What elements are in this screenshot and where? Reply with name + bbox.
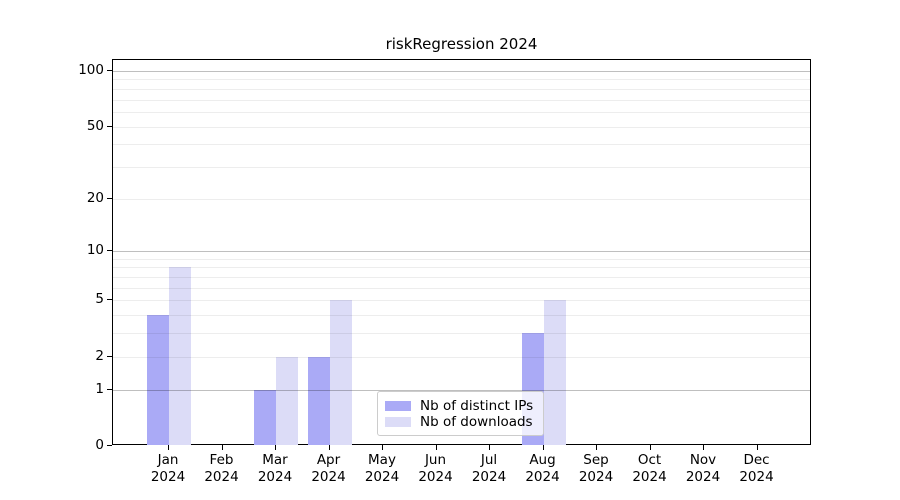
minor-gridline [113, 198, 810, 200]
plot-area [112, 59, 811, 445]
x-tick-mark [542, 445, 544, 450]
x-tick-label: Feb 2024 [204, 452, 239, 485]
x-tick-mark [275, 445, 276, 450]
y-tick-mark [107, 299, 112, 301]
x-tick-label: Dec 2024 [739, 452, 774, 485]
bar-downloads [329, 300, 352, 445]
minor-gridline [113, 126, 810, 128]
x-tick-label: Mar 2024 [257, 452, 293, 485]
y-tick-mark [107, 197, 112, 199]
y-tick-label: 0 [95, 437, 104, 453]
y-tick-mark [107, 388, 112, 390]
legend-label: Nb of distinct IPs [420, 398, 534, 414]
legend-entry-downloads: Nb of downloads [385, 414, 533, 430]
y-tick-label: 2 [95, 347, 104, 364]
minor-gridline [113, 300, 810, 302]
minor-gridline [113, 111, 810, 113]
major-gridline [113, 251, 810, 253]
x-tick-label: Aug 2024 [525, 452, 560, 485]
bar-downloads [169, 267, 191, 445]
minor-gridline [113, 267, 810, 269]
minor-gridline [113, 144, 810, 146]
legend: Nb of distinct IPs Nb of downloads [377, 391, 544, 436]
y-tick-mark [107, 125, 112, 127]
x-tick-label: Jun 2024 [418, 452, 453, 485]
minor-gridline [113, 88, 810, 90]
y-tick-label: 50 [86, 117, 104, 134]
x-tick-label: Sep 2024 [578, 452, 614, 485]
x-tick-label: May 2024 [364, 452, 400, 485]
x-tick-label: Oct 2024 [632, 452, 667, 485]
bar-distinct-ips [254, 389, 276, 445]
x-tick-mark [596, 445, 597, 450]
legend-swatch-downloads [385, 417, 411, 427]
chart-title: riskRegression 2024 [385, 35, 538, 53]
legend-entry-distinct-ips: Nb of distinct IPs [385, 398, 533, 414]
major-gridline [113, 389, 810, 391]
bar-downloads [276, 356, 298, 445]
x-tick-mark [703, 445, 704, 450]
x-tick-mark [649, 445, 651, 450]
bar-downloads [543, 300, 566, 445]
y-tick-mark [107, 70, 112, 71]
y-tick-label: 1 [95, 380, 104, 397]
minor-gridline [113, 277, 810, 279]
legend-swatch-distinct-ips [385, 401, 411, 411]
bar-distinct-ips [307, 356, 330, 445]
x-tick-mark [168, 445, 169, 450]
y-tick-label: 20 [86, 189, 104, 206]
minor-gridline [113, 258, 810, 260]
x-tick-label: Nov 2024 [685, 452, 721, 485]
x-tick-mark [756, 445, 758, 450]
y-tick-mark [107, 355, 112, 357]
x-tick-label: Jul 2024 [471, 452, 507, 485]
minor-gridline [113, 287, 810, 289]
legend-label: Nb of downloads [420, 414, 533, 430]
y-tick-mark [107, 250, 112, 252]
minor-gridline [113, 315, 810, 317]
x-tick-mark [221, 445, 223, 450]
y-tick-mark [107, 445, 112, 446]
x-tick-label: Apr 2024 [311, 452, 346, 485]
x-tick-label: Jan 2024 [150, 452, 186, 485]
y-tick-label: 5 [95, 291, 104, 308]
minor-gridline [113, 99, 810, 101]
minor-gridline [113, 333, 810, 335]
x-tick-mark [489, 445, 490, 450]
x-tick-mark [328, 445, 330, 450]
minor-gridline [113, 166, 810, 168]
y-tick-label: 10 [86, 242, 104, 259]
minor-gridline [113, 79, 810, 81]
x-tick-mark [382, 445, 383, 450]
x-tick-mark [435, 445, 437, 450]
minor-gridline [113, 356, 810, 358]
bar-distinct-ips [147, 315, 169, 445]
y-tick-label: 100 [78, 62, 104, 78]
major-gridline [113, 71, 810, 72]
